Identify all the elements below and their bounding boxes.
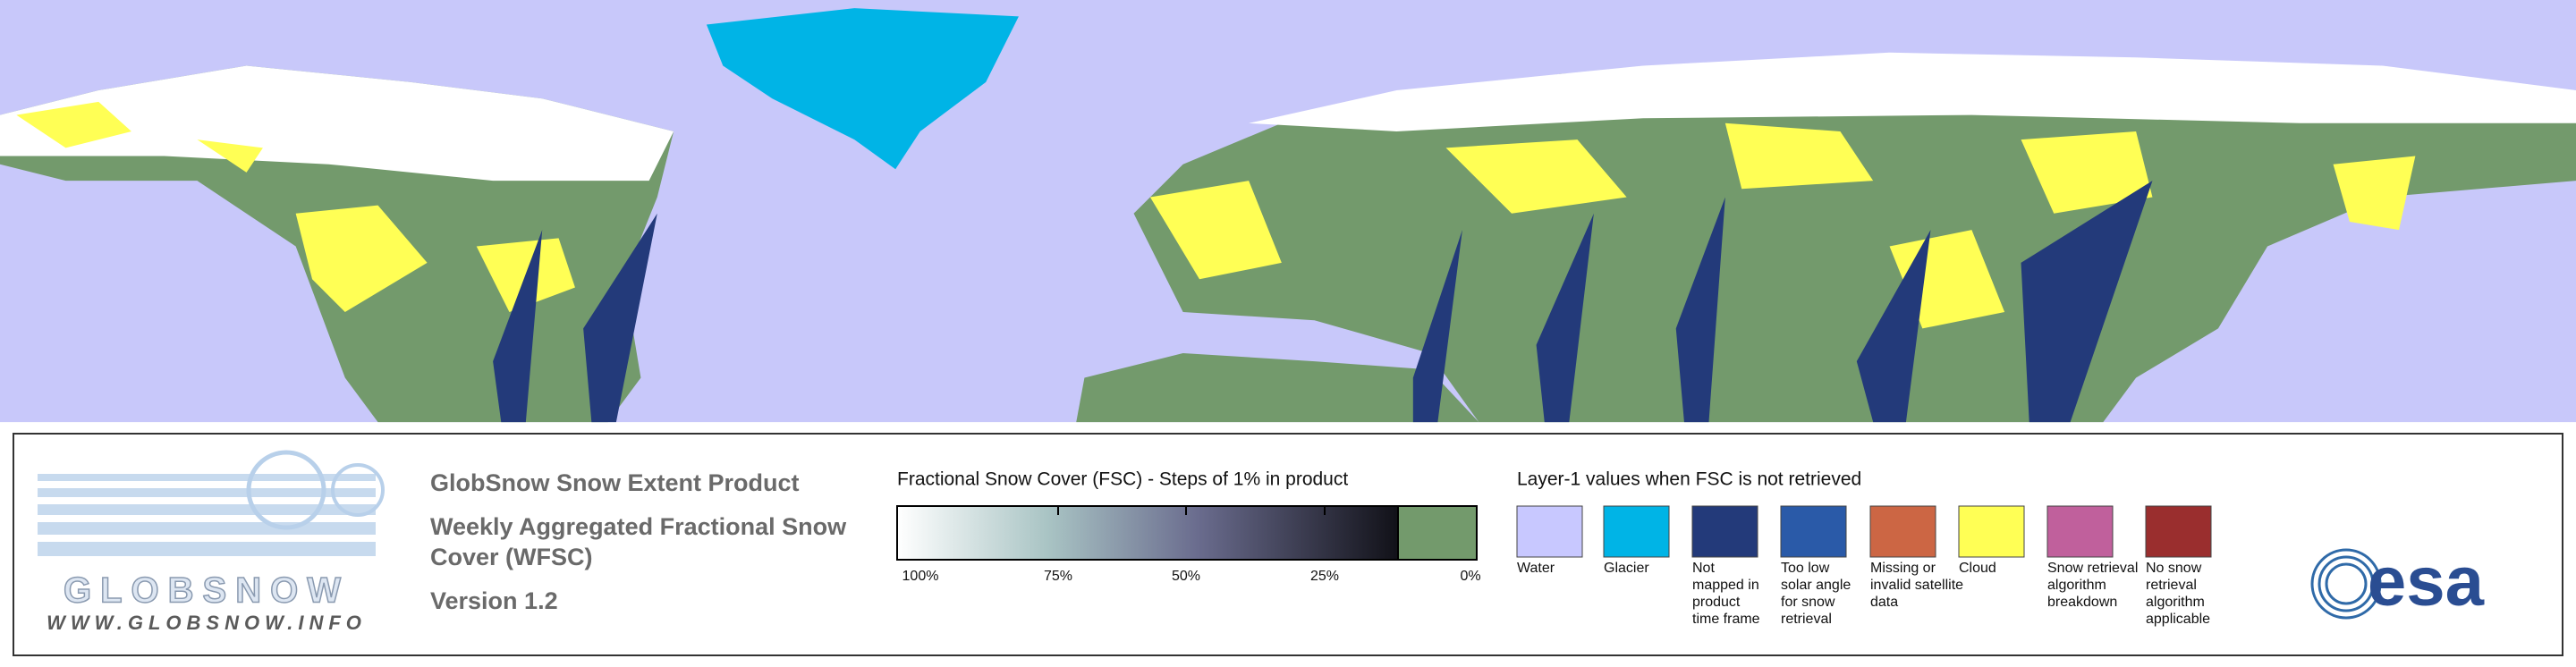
legend-label: Cloud	[1959, 561, 1996, 576]
legend-label: breakdown	[2047, 595, 2117, 610]
map	[0, 0, 2576, 423]
legend-label: Missing or	[1870, 561, 1936, 576]
legend-label: Snow retrieval	[2047, 561, 2138, 576]
legend-label: mapped in	[1692, 578, 1759, 593]
legend-title: Layer-1 values when FSC is not retrieved	[1517, 469, 1861, 490]
colorbar-zero	[1397, 505, 1478, 561]
legend-label: algorithm	[2146, 595, 2205, 610]
legend-swatch	[2046, 505, 2114, 558]
legend-swatch	[1780, 505, 1847, 558]
legend-label: invalid satellite	[1870, 578, 1963, 593]
legend-label: applicable	[2146, 612, 2210, 627]
subtitle-line: Weekly Aggregated Fractional Snow	[430, 513, 847, 540]
legend-label: data	[1870, 595, 1898, 610]
title: GlobSnow Snow Extent Product	[430, 469, 800, 496]
legend-swatch	[1958, 505, 2025, 558]
legend-swatch	[1869, 505, 1936, 558]
legend-label: time frame	[1692, 612, 1760, 627]
esa-logo: esa	[2310, 542, 2485, 621]
legend-label: product	[1692, 595, 1741, 610]
esa-text: esa	[2368, 542, 2485, 621]
legend-swatch	[1516, 505, 1583, 558]
logo-name: GLOBSNOW	[64, 571, 350, 611]
legend-swatch	[2145, 505, 2212, 558]
legend-label: No snow	[2146, 561, 2202, 576]
legend-swatch	[1691, 505, 1758, 558]
globsnow-logo: GLOBSNOW WWW.GLOBSNOW.INFO	[38, 450, 385, 634]
logo-url: WWW.GLOBSNOW.INFO	[47, 612, 367, 634]
legend-label: algorithm	[2047, 578, 2106, 593]
legend-label: Too low	[1781, 561, 1830, 576]
colorbar	[896, 505, 1399, 561]
legend-label: Water	[1517, 561, 1555, 576]
legend-label: retrieval	[1781, 612, 1832, 627]
version: Version 1.2	[430, 587, 558, 614]
colorbar-tick-label: 100%	[902, 569, 939, 584]
colorbar-tick-label: 75%	[1044, 569, 1072, 584]
legend-label: solar angle	[1781, 578, 1851, 593]
colorbar-tick-label: 0%	[1460, 569, 1480, 584]
colorbar-tick-label: 50%	[1172, 569, 1200, 584]
legend-swatch	[1603, 505, 1670, 558]
colorbar-tick-label: 25%	[1310, 569, 1339, 584]
legend-label: Not	[1692, 561, 1715, 576]
legend-label: Glacier	[1604, 561, 1649, 576]
legend-label: for snow	[1781, 595, 1835, 610]
subtitle-line: Cover (WFSC)	[430, 544, 593, 570]
colorbar-title: Fractional Snow Cover (FSC) - Steps of 1…	[897, 469, 1348, 490]
legend-label: retrieval	[2146, 578, 2197, 593]
